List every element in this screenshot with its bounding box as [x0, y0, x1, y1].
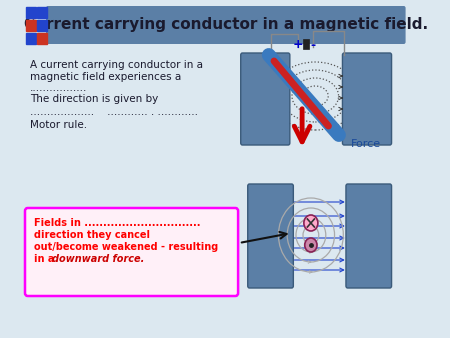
FancyBboxPatch shape: [241, 53, 290, 145]
FancyBboxPatch shape: [25, 208, 238, 296]
Text: out/become weakened - resulting: out/become weakened - resulting: [34, 242, 218, 252]
Circle shape: [304, 215, 318, 231]
Text: Force: Force: [351, 139, 381, 149]
Text: in a: in a: [34, 254, 58, 264]
Circle shape: [305, 238, 317, 252]
FancyBboxPatch shape: [248, 184, 293, 288]
FancyBboxPatch shape: [346, 184, 392, 288]
Bar: [26, 33, 36, 44]
FancyBboxPatch shape: [46, 6, 405, 44]
Text: downward force.: downward force.: [52, 254, 144, 264]
Text: ...................    ............ . ............: ................... ............ . .....…: [30, 107, 198, 117]
Bar: [26, 20, 36, 31]
Text: -: -: [310, 39, 315, 51]
Bar: [303, 39, 309, 49]
Text: A current carrying conductor in a
magnetic field experiences a: A current carrying conductor in a magnet…: [30, 60, 203, 81]
Text: Motor rule.: Motor rule.: [30, 120, 87, 130]
FancyBboxPatch shape: [342, 53, 392, 145]
Text: The direction is given by: The direction is given by: [30, 94, 158, 104]
Bar: [37, 33, 47, 44]
Text: direction they cancel: direction they cancel: [34, 230, 150, 240]
Text: Current carrying conductor in a magnetic field.: Current carrying conductor in a magnetic…: [24, 18, 428, 32]
Text: Fields in ...............................: Fields in ..............................…: [34, 218, 200, 228]
Text: .................: .................: [30, 83, 88, 93]
Bar: [37, 7, 47, 18]
Bar: [26, 7, 36, 18]
Bar: [37, 20, 47, 31]
Text: +: +: [292, 39, 303, 51]
